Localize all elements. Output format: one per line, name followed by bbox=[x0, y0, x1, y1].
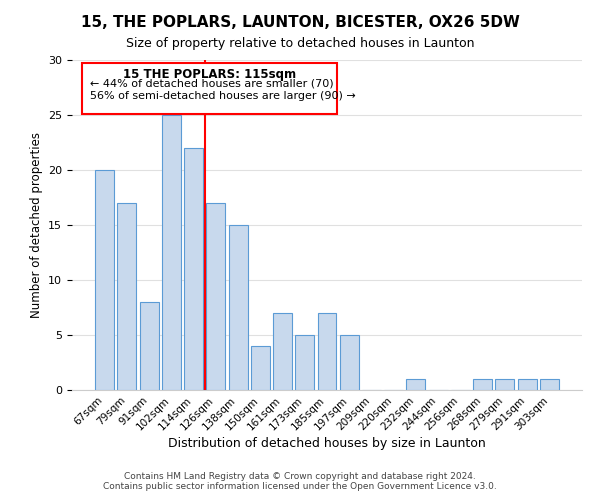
Bar bbox=[295, 335, 314, 390]
Bar bbox=[540, 379, 559, 390]
Bar bbox=[118, 203, 136, 390]
Bar bbox=[406, 379, 425, 390]
Bar bbox=[518, 379, 536, 390]
Y-axis label: Number of detached properties: Number of detached properties bbox=[29, 132, 43, 318]
Bar bbox=[229, 225, 248, 390]
Bar bbox=[184, 148, 203, 390]
FancyBboxPatch shape bbox=[82, 64, 337, 114]
Bar bbox=[340, 335, 359, 390]
Bar bbox=[140, 302, 158, 390]
Text: 15 THE POPLARS: 115sqm: 15 THE POPLARS: 115sqm bbox=[123, 68, 296, 81]
Text: Contains public sector information licensed under the Open Government Licence v3: Contains public sector information licen… bbox=[103, 482, 497, 491]
Bar bbox=[473, 379, 492, 390]
Bar bbox=[251, 346, 270, 390]
Bar bbox=[273, 313, 292, 390]
Bar bbox=[496, 379, 514, 390]
Text: 15, THE POPLARS, LAUNTON, BICESTER, OX26 5DW: 15, THE POPLARS, LAUNTON, BICESTER, OX26… bbox=[80, 15, 520, 30]
Text: 56% of semi-detached houses are larger (90) →: 56% of semi-detached houses are larger (… bbox=[90, 92, 356, 102]
Bar bbox=[162, 115, 181, 390]
Bar bbox=[206, 203, 225, 390]
Bar bbox=[95, 170, 114, 390]
Text: Contains HM Land Registry data © Crown copyright and database right 2024.: Contains HM Land Registry data © Crown c… bbox=[124, 472, 476, 481]
Text: ← 44% of detached houses are smaller (70): ← 44% of detached houses are smaller (70… bbox=[90, 78, 334, 88]
Bar bbox=[317, 313, 337, 390]
Text: Size of property relative to detached houses in Launton: Size of property relative to detached ho… bbox=[126, 38, 474, 51]
X-axis label: Distribution of detached houses by size in Launton: Distribution of detached houses by size … bbox=[168, 438, 486, 450]
